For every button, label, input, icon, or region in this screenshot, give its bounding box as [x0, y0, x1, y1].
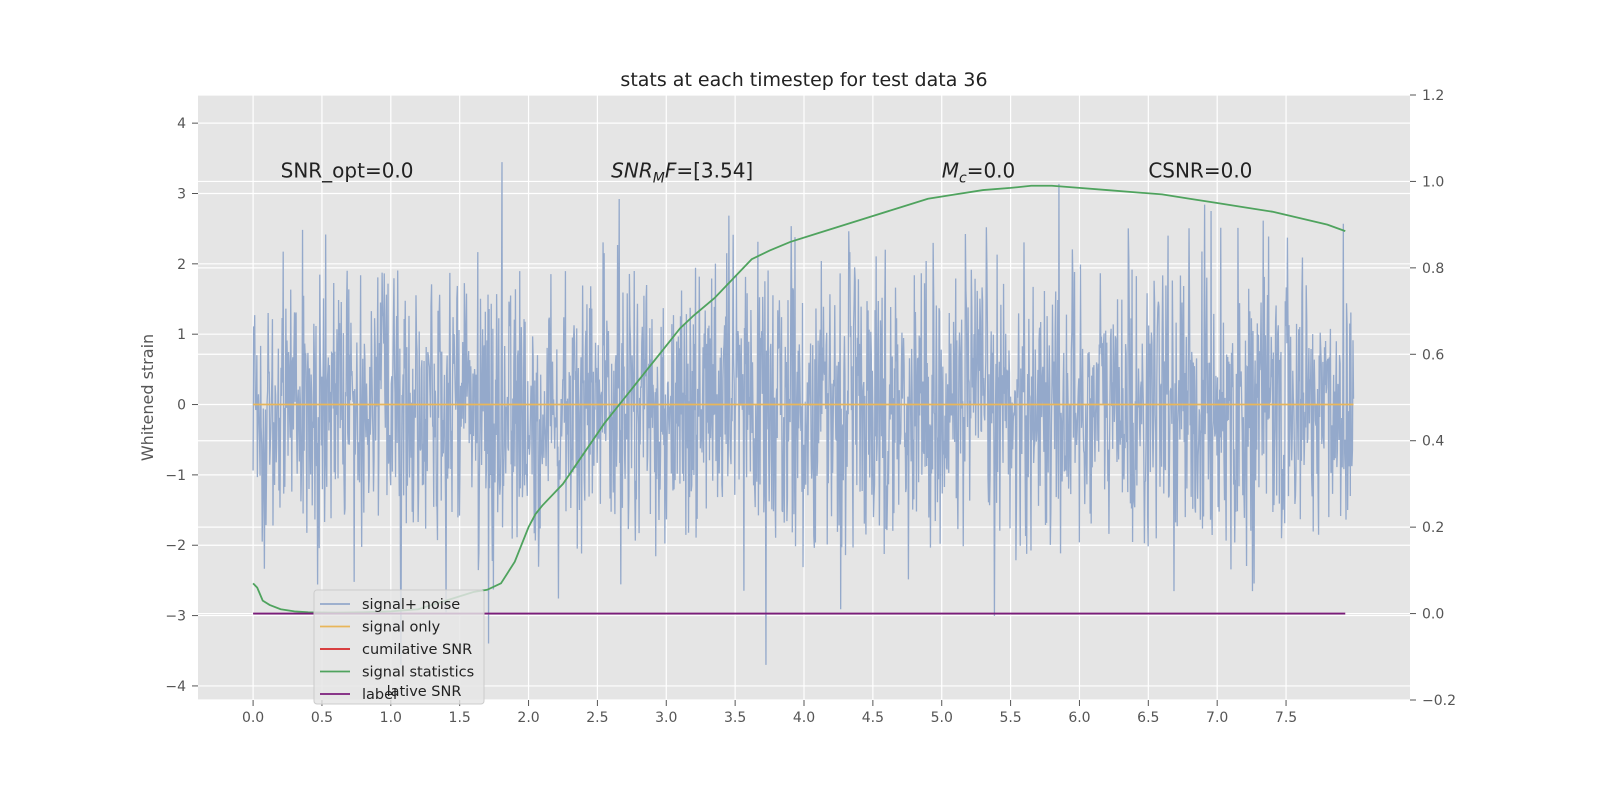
annotations: SNR_opt=0.0 SNRMF=[3.54] Mc=0.0 CSNR=0.0 — [281, 158, 1253, 186]
y2-tick-label: 0.2 — [1422, 520, 1444, 536]
y-tick-label: 2 — [177, 257, 186, 273]
series-signal-noise — [252, 162, 1355, 665]
annotation-1: SNRMF=[3.54] — [611, 158, 753, 186]
y-tick-label: −4 — [165, 679, 186, 695]
annotation-0: SNR_opt=0.0 — [281, 158, 414, 182]
x-tick-label: 5.5 — [999, 710, 1021, 726]
y-tick-label: 3 — [177, 186, 186, 202]
x-tick-label: 2.0 — [517, 710, 539, 726]
x-tick-label: 3.5 — [724, 710, 746, 726]
x-tick-label: 3.0 — [655, 710, 677, 726]
x-tick-label: 2.5 — [586, 710, 608, 726]
legend-label-0: signal+ noise — [362, 597, 460, 613]
x-tick-label: 5.0 — [931, 710, 953, 726]
x-tick-label: 0.0 — [242, 710, 264, 726]
y2-tick-label: 0.8 — [1422, 261, 1444, 277]
x-tick-label: 4.5 — [862, 710, 884, 726]
y-tick-label: −1 — [165, 468, 186, 484]
y-tick-label: −2 — [165, 538, 186, 554]
annotation-2: Mc=0.0 — [942, 158, 1016, 186]
x-tick-label: 4.0 — [793, 710, 815, 726]
annotation-3: CSNR=0.0 — [1148, 158, 1252, 182]
y2-tick-label: 1.0 — [1422, 174, 1444, 190]
legend: lative SNR signal+ noise signal only cumila… — [313, 589, 485, 705]
legend-label-2: cumilative SNR — [362, 642, 472, 658]
legend-label-4: label — [362, 687, 397, 703]
y-tick-label: −3 — [165, 609, 186, 625]
x-tick-label: 6.0 — [1068, 710, 1090, 726]
y-tick-label: 4 — [177, 116, 186, 132]
legend-overlay-text: lative SNR — [387, 684, 462, 700]
right-axis: 1.2 1.0 0.8 0.6 0.4 0.2 0.0 −0.2 — [1410, 88, 1456, 709]
y-tick-label: 0 — [177, 398, 186, 414]
y-axis-label: Whitened strain — [138, 334, 157, 461]
chart-title: stats at each timestep for test data 36 — [620, 69, 987, 91]
legend-label-1: signal only — [362, 620, 441, 636]
left-axis: 4 3 2 1 0 −1 −2 −3 −4 — [165, 116, 198, 695]
x-tick-label: 1.0 — [380, 710, 402, 726]
x-tick-label: 6.5 — [1137, 710, 1159, 726]
x-tick-label: 0.5 — [311, 710, 333, 726]
y2-tick-label: 0.6 — [1422, 347, 1444, 363]
y2-tick-label: 0.4 — [1422, 434, 1444, 450]
legend-box — [313, 589, 485, 705]
x-tick-label: 1.5 — [449, 710, 471, 726]
y-tick-label: 1 — [177, 327, 186, 343]
x-tick-label: 7.5 — [1275, 710, 1297, 726]
x-tick-label: 7.0 — [1206, 710, 1228, 726]
y2-tick-label: −0.2 — [1422, 693, 1456, 709]
y2-tick-label: 0.0 — [1422, 607, 1444, 623]
y2-tick-label: 1.2 — [1422, 88, 1444, 104]
legend-label-3: signal statistics — [362, 665, 474, 681]
x-axis: 0.0 0.5 1.0 1.5 2.0 2.5 3.0 3.5 4.0 4.5 5.0 5.5 6.0 6… — [242, 700, 1297, 726]
